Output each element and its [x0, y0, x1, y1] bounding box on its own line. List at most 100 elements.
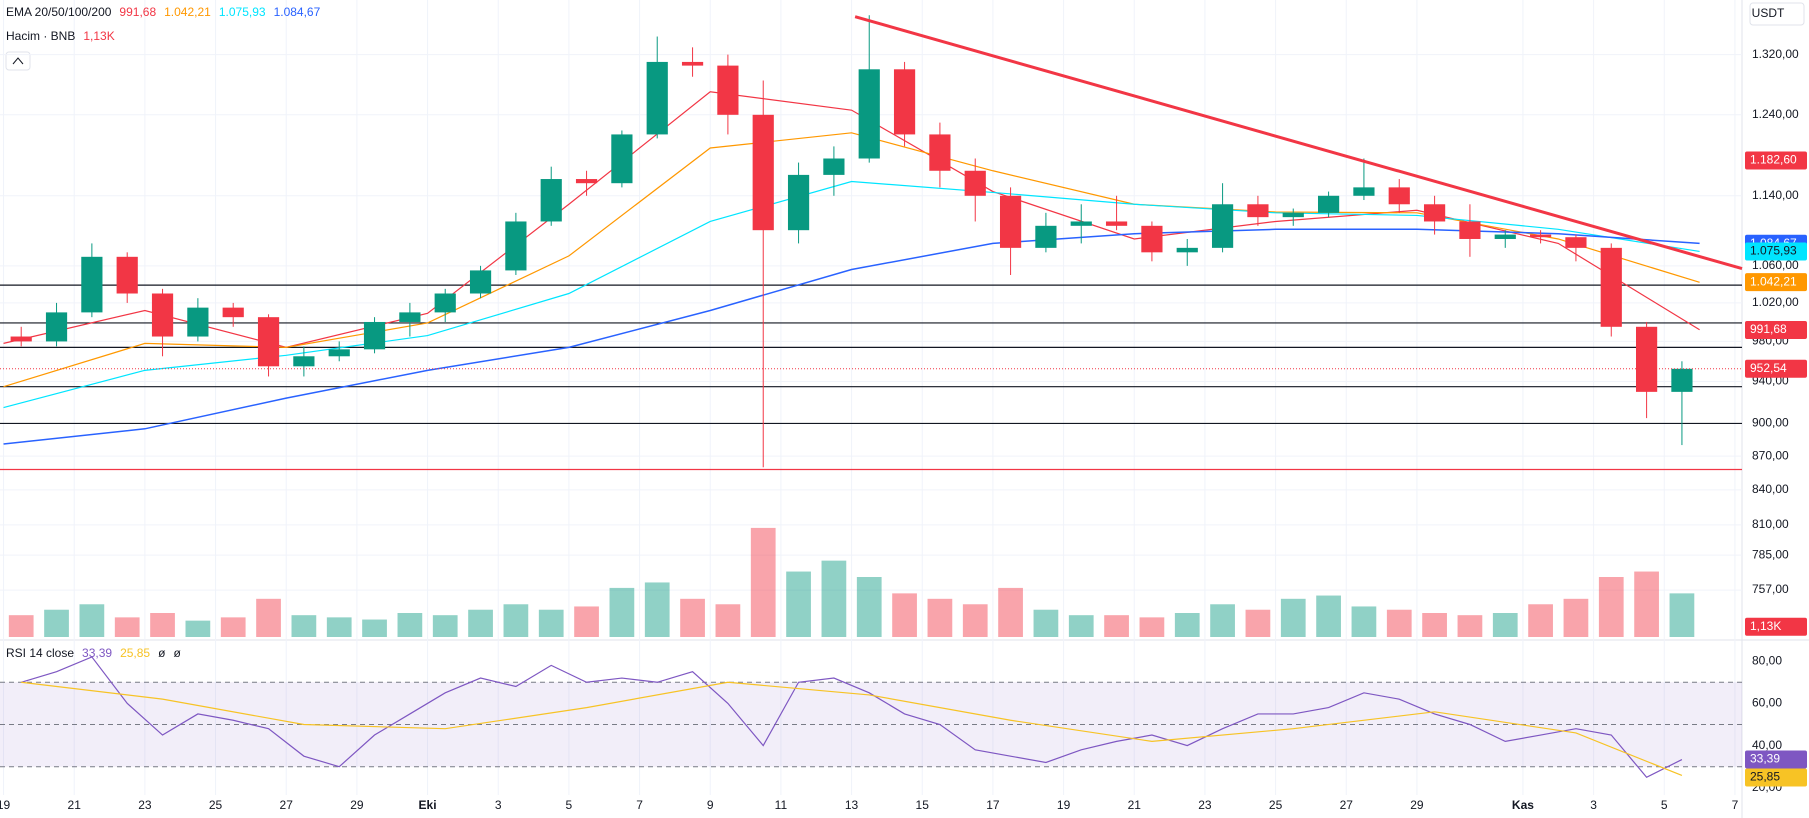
volume-bar	[1351, 606, 1377, 637]
x-tick-label: 13	[845, 798, 859, 812]
volume-bar	[468, 609, 493, 637]
volume-bar	[185, 620, 211, 637]
rsi-tick-label: 40,00	[1752, 738, 1782, 752]
price-badge-label: 1.042,21	[1750, 274, 1797, 288]
volume-bar	[1280, 598, 1306, 637]
price-badge-label: 991,68	[1750, 322, 1787, 336]
collapse-button[interactable]	[5, 51, 31, 71]
rsi-line	[21, 656, 1683, 779]
volume-bar	[1669, 593, 1695, 637]
candle-body	[328, 349, 350, 357]
trendline	[854, 15, 1743, 271]
price-badge-label: 1.182,60	[1750, 153, 1797, 167]
volume-bar	[1563, 598, 1589, 637]
price-badge-label: 25,85	[1750, 770, 1780, 784]
candle-body	[858, 69, 880, 159]
candle-body	[1423, 204, 1446, 222]
candle-body	[1282, 212, 1304, 218]
legend-value: 33,39	[82, 646, 112, 660]
candle-body	[1671, 368, 1693, 392]
price-badge	[1745, 750, 1807, 769]
candle-body	[1105, 221, 1128, 226]
volume-bar	[1139, 617, 1165, 637]
volume-bar	[1634, 571, 1659, 637]
candle-body	[434, 293, 456, 313]
legend-title: EMA 20/50/100/200	[6, 5, 112, 19]
y-tick-label: 1.060,00	[1752, 258, 1799, 272]
candle-body	[1035, 225, 1057, 248]
price-badge-label: 952,54	[1750, 361, 1787, 375]
volume-bar	[892, 593, 917, 637]
volume-bar	[397, 613, 423, 637]
candle-body	[222, 307, 244, 318]
rsi-ma-line	[21, 681, 1683, 777]
volume-bar	[503, 604, 529, 637]
candle-body	[893, 69, 916, 135]
candle-body	[257, 317, 280, 367]
volume-bar	[1104, 615, 1129, 637]
candle-body	[363, 321, 386, 350]
candle-body	[116, 256, 138, 294]
x-tick-label: 7	[636, 798, 643, 812]
volume-bar	[220, 617, 246, 637]
collapse-icon[interactable]	[12, 57, 24, 65]
candle-body	[1247, 204, 1269, 218]
x-tick-label: 11	[775, 798, 788, 812]
volume-bar	[1174, 613, 1200, 637]
volume-bar	[79, 604, 105, 637]
x-tick-label: 21	[68, 798, 82, 812]
volume-bar	[962, 604, 988, 637]
volume-bar	[609, 587, 635, 637]
candle-body	[1459, 221, 1481, 239]
candle-body	[646, 61, 668, 135]
legend-value: 1,13K	[83, 29, 114, 43]
x-tick-label: 5	[566, 798, 573, 812]
x-tick-label: 23	[1198, 798, 1212, 812]
candle-body	[1141, 225, 1163, 253]
x-tick-label: 29	[1410, 798, 1424, 812]
price-badge-label: 33,39	[1750, 752, 1780, 766]
candle-body	[1211, 204, 1234, 248]
volume-bar	[1386, 609, 1412, 637]
volume-bar	[1598, 577, 1624, 637]
legend-title: RSI 14 close	[6, 646, 74, 660]
price-badge	[1745, 273, 1807, 292]
candle-body	[717, 65, 739, 115]
volume-bar	[574, 606, 599, 637]
candle-body	[1600, 247, 1622, 327]
candle-body	[540, 179, 562, 222]
x-tick-label: 27	[280, 798, 294, 812]
x-tick-label: 3	[1590, 798, 1597, 812]
candle-body	[1529, 234, 1552, 238]
candle-body	[10, 336, 32, 342]
legend-title: Hacim · BNB	[6, 29, 75, 43]
candle-body	[1635, 326, 1658, 392]
candle-body	[611, 134, 633, 184]
candle-body	[151, 293, 174, 337]
ema-line	[3, 228, 1700, 445]
candle-body	[999, 195, 1022, 248]
price-badge	[1745, 617, 1807, 636]
volume-bar	[1245, 609, 1271, 637]
volume-bar	[644, 582, 670, 637]
volume-bar	[256, 598, 281, 637]
y-tick-label: 1.240,00	[1752, 107, 1799, 121]
x-tick-label: Kas	[1512, 798, 1534, 812]
volume-bar	[821, 560, 847, 637]
candle-body	[1565, 237, 1587, 248]
currency-button[interactable]	[1749, 2, 1805, 26]
legend-value: 1.084,67	[274, 5, 321, 19]
x-tick-label: 25	[209, 798, 223, 812]
volume-bar	[8, 615, 34, 637]
volume-bar	[1422, 613, 1447, 637]
currency[interactable]: USDT	[1752, 6, 1785, 20]
x-tick-label: 19	[0, 798, 11, 812]
candle-body	[1388, 187, 1410, 205]
candle-body	[399, 312, 421, 322]
candle-body	[81, 256, 103, 313]
volume-bar	[1528, 604, 1553, 637]
x-tick-label: 29	[350, 798, 364, 812]
x-tick-label: 27	[1340, 798, 1354, 812]
x-tick-label: 21	[1128, 798, 1142, 812]
